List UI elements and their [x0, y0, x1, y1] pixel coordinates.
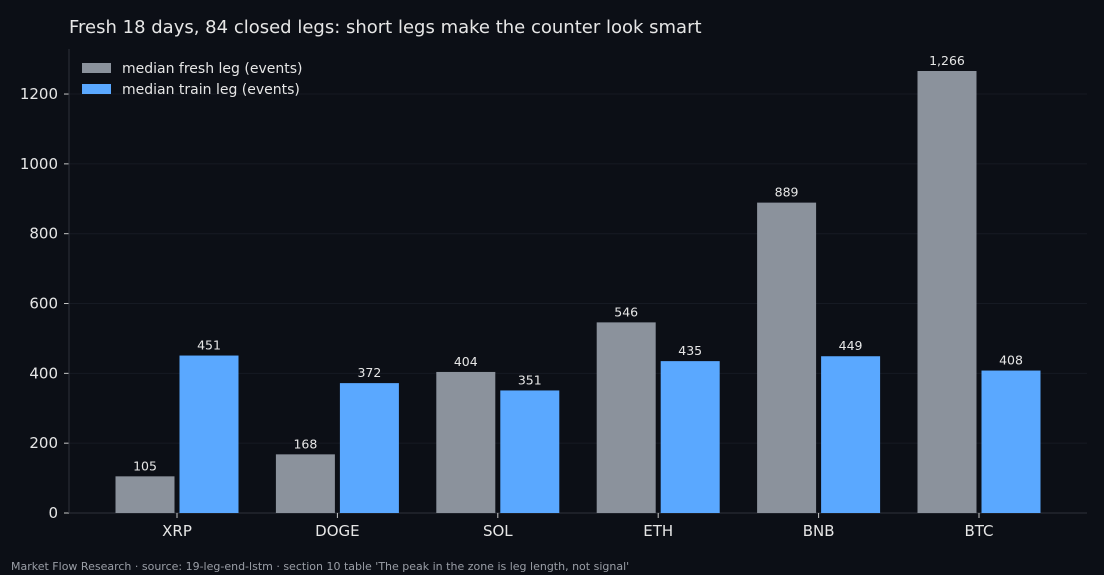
bar-value-label: 449: [839, 338, 863, 353]
x-tick-label: XRP: [162, 522, 192, 540]
y-tick-label: 0: [48, 504, 58, 522]
y-tick-label: 400: [29, 364, 58, 382]
bar-sol-fresh: [436, 371, 496, 513]
bar-eth-fresh: [596, 322, 656, 513]
x-tick-label: BNB: [803, 522, 835, 540]
bar-value-label: 1,266: [929, 53, 965, 68]
legend: median fresh leg (events) median train le…: [82, 61, 302, 98]
bar-bnb-train: [821, 356, 881, 513]
bar-sol-train: [500, 390, 560, 513]
bar-value-label: 546: [614, 304, 638, 319]
bar-value-label: 435: [678, 343, 702, 358]
bar-value-label: 372: [357, 365, 381, 380]
bar-btc-fresh: [917, 70, 977, 513]
bar-bnb-fresh: [757, 202, 817, 513]
bar-value-label: 889: [775, 185, 799, 200]
bar-btc-train: [981, 370, 1041, 513]
y-tick-label: 800: [29, 225, 58, 243]
gridlines: [69, 93, 1087, 444]
chart-title: Fresh 18 days, 84 closed legs: short leg…: [69, 17, 702, 38]
y-tick-label: 1200: [20, 85, 58, 103]
y-tick-label: 200: [29, 434, 58, 452]
bar-labels: 105 451 168 372 404 351 546 435 889 449 1,266 408: [133, 53, 1023, 473]
bar-value-label: 451: [197, 338, 221, 353]
bar-value-label: 168: [293, 436, 317, 451]
bar-value-label: 105: [133, 458, 157, 473]
legend-swatch: [82, 63, 111, 73]
bar-xrp-train: [179, 355, 239, 513]
bar-eth-train: [660, 361, 720, 513]
bar-doge-fresh: [275, 454, 335, 513]
legend-entry: median fresh leg (events): [122, 61, 302, 77]
bar-value-label: 351: [518, 372, 542, 387]
x-tick-label: DOGE: [315, 522, 359, 540]
x-tick-label: BTC: [964, 522, 993, 540]
y-tick-label: 600: [29, 295, 58, 313]
x-tick-label: SOL: [483, 522, 513, 540]
bar-value-label: 404: [454, 354, 478, 369]
legend-entry: median train leg (events): [122, 82, 300, 98]
bars: [115, 70, 1041, 513]
bar-xrp-fresh: [115, 476, 175, 513]
bar-doge-train: [339, 383, 399, 513]
x-tick-label: ETH: [643, 522, 673, 540]
bar-value-label: 408: [999, 353, 1023, 368]
axes: 0 200 400 600 800 1000 1200 XRP DOGE SOL ETH BNB BTC: [20, 49, 1087, 540]
y-tick-label: 1000: [20, 155, 58, 173]
legend-swatch: [82, 84, 111, 94]
source-footer: Market Flow Research · source: 19-leg-en…: [11, 560, 629, 573]
